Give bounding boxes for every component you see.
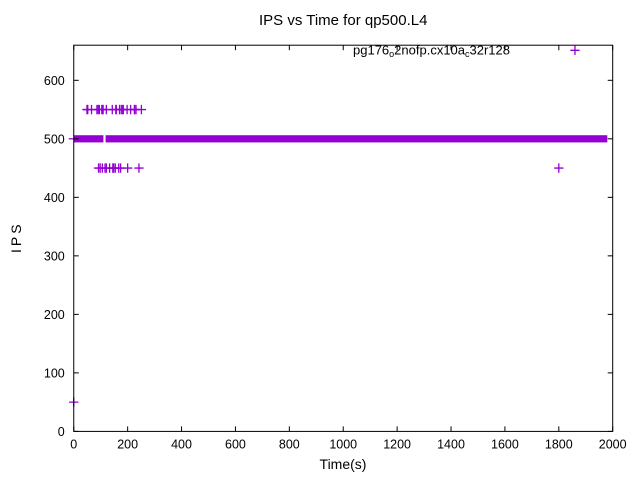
svg-text:400: 400 xyxy=(171,437,192,451)
svg-text:1600: 1600 xyxy=(491,437,519,451)
svg-text:300: 300 xyxy=(44,249,65,263)
svg-text:200: 200 xyxy=(117,437,138,451)
svg-text:1000: 1000 xyxy=(329,437,357,451)
svg-text:500: 500 xyxy=(44,132,65,146)
svg-text:100: 100 xyxy=(44,366,65,380)
svg-text:1200: 1200 xyxy=(383,437,411,451)
svg-text:1800: 1800 xyxy=(545,437,573,451)
svg-text:0: 0 xyxy=(70,437,77,451)
svg-text:600: 600 xyxy=(225,437,246,451)
svg-text:200: 200 xyxy=(44,308,65,322)
svg-text:2000: 2000 xyxy=(599,437,627,451)
svg-text:600: 600 xyxy=(44,74,65,88)
svg-text:800: 800 xyxy=(279,437,300,451)
svg-text:pg176o2nofp.cx10ac32r128: pg176o2nofp.cx10ac32r128 xyxy=(353,43,510,60)
svg-text:0: 0 xyxy=(58,425,65,439)
svg-text:1400: 1400 xyxy=(437,437,465,451)
svg-text:400: 400 xyxy=(44,191,65,205)
